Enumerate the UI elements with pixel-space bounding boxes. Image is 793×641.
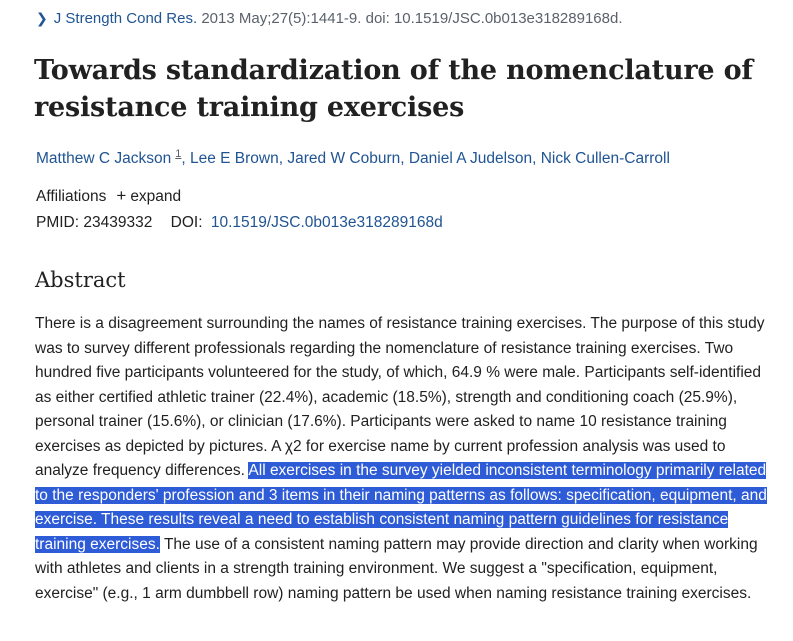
article-title: Towards standardization of the nomenclat… xyxy=(34,55,753,123)
author-list: Matthew C Jackson 1, Lee E Brown, Jared W… xyxy=(36,148,670,167)
author-link[interactable]: Daniel A Judelson xyxy=(408,150,533,167)
abstract-text-before: There is a disagreement surrounding the … xyxy=(35,315,765,479)
author-link[interactable]: Jared W Coburn xyxy=(287,150,401,167)
chevron-right-icon[interactable]: ❯ xyxy=(36,10,48,26)
abstract-text-after: The use of a consistent naming pattern m… xyxy=(35,535,758,602)
affiliations-row: Affiliations + expand xyxy=(36,186,181,206)
pmid-label: PMID: xyxy=(36,214,80,231)
doi-link[interactable]: 10.1519/JSC.0b013e318289168d xyxy=(210,214,443,231)
affiliations-label: Affiliations xyxy=(36,188,107,205)
abstract-text: There is a disagreement surrounding the … xyxy=(35,312,781,606)
doi-label: DOI: xyxy=(170,214,203,231)
author-link[interactable]: Nick Cullen-Carroll xyxy=(540,150,670,167)
identifiers-row: PMID: 23439332 DOI: 10.1519/JSC.0b013e31… xyxy=(36,214,443,232)
citation-details: 2013 May;27(5):1441-9. doi: 10.1519/JSC.… xyxy=(201,10,623,27)
citation-line: ❯ J Strength Cond Res. 2013 May;27(5):144… xyxy=(36,10,623,27)
affiliation-ref-link[interactable]: 1 xyxy=(175,148,182,160)
journal-link[interactable]: J Strength Cond Res. xyxy=(53,10,198,27)
pmid-value: 23439332 xyxy=(83,214,153,231)
author-link[interactable]: Lee E Brown xyxy=(190,150,279,167)
expand-affiliations-button[interactable]: expand xyxy=(130,188,182,205)
author-link[interactable]: Matthew C Jackson xyxy=(36,150,172,167)
abstract-heading: Abstract xyxy=(35,268,126,292)
plus-icon[interactable]: + xyxy=(116,186,127,205)
